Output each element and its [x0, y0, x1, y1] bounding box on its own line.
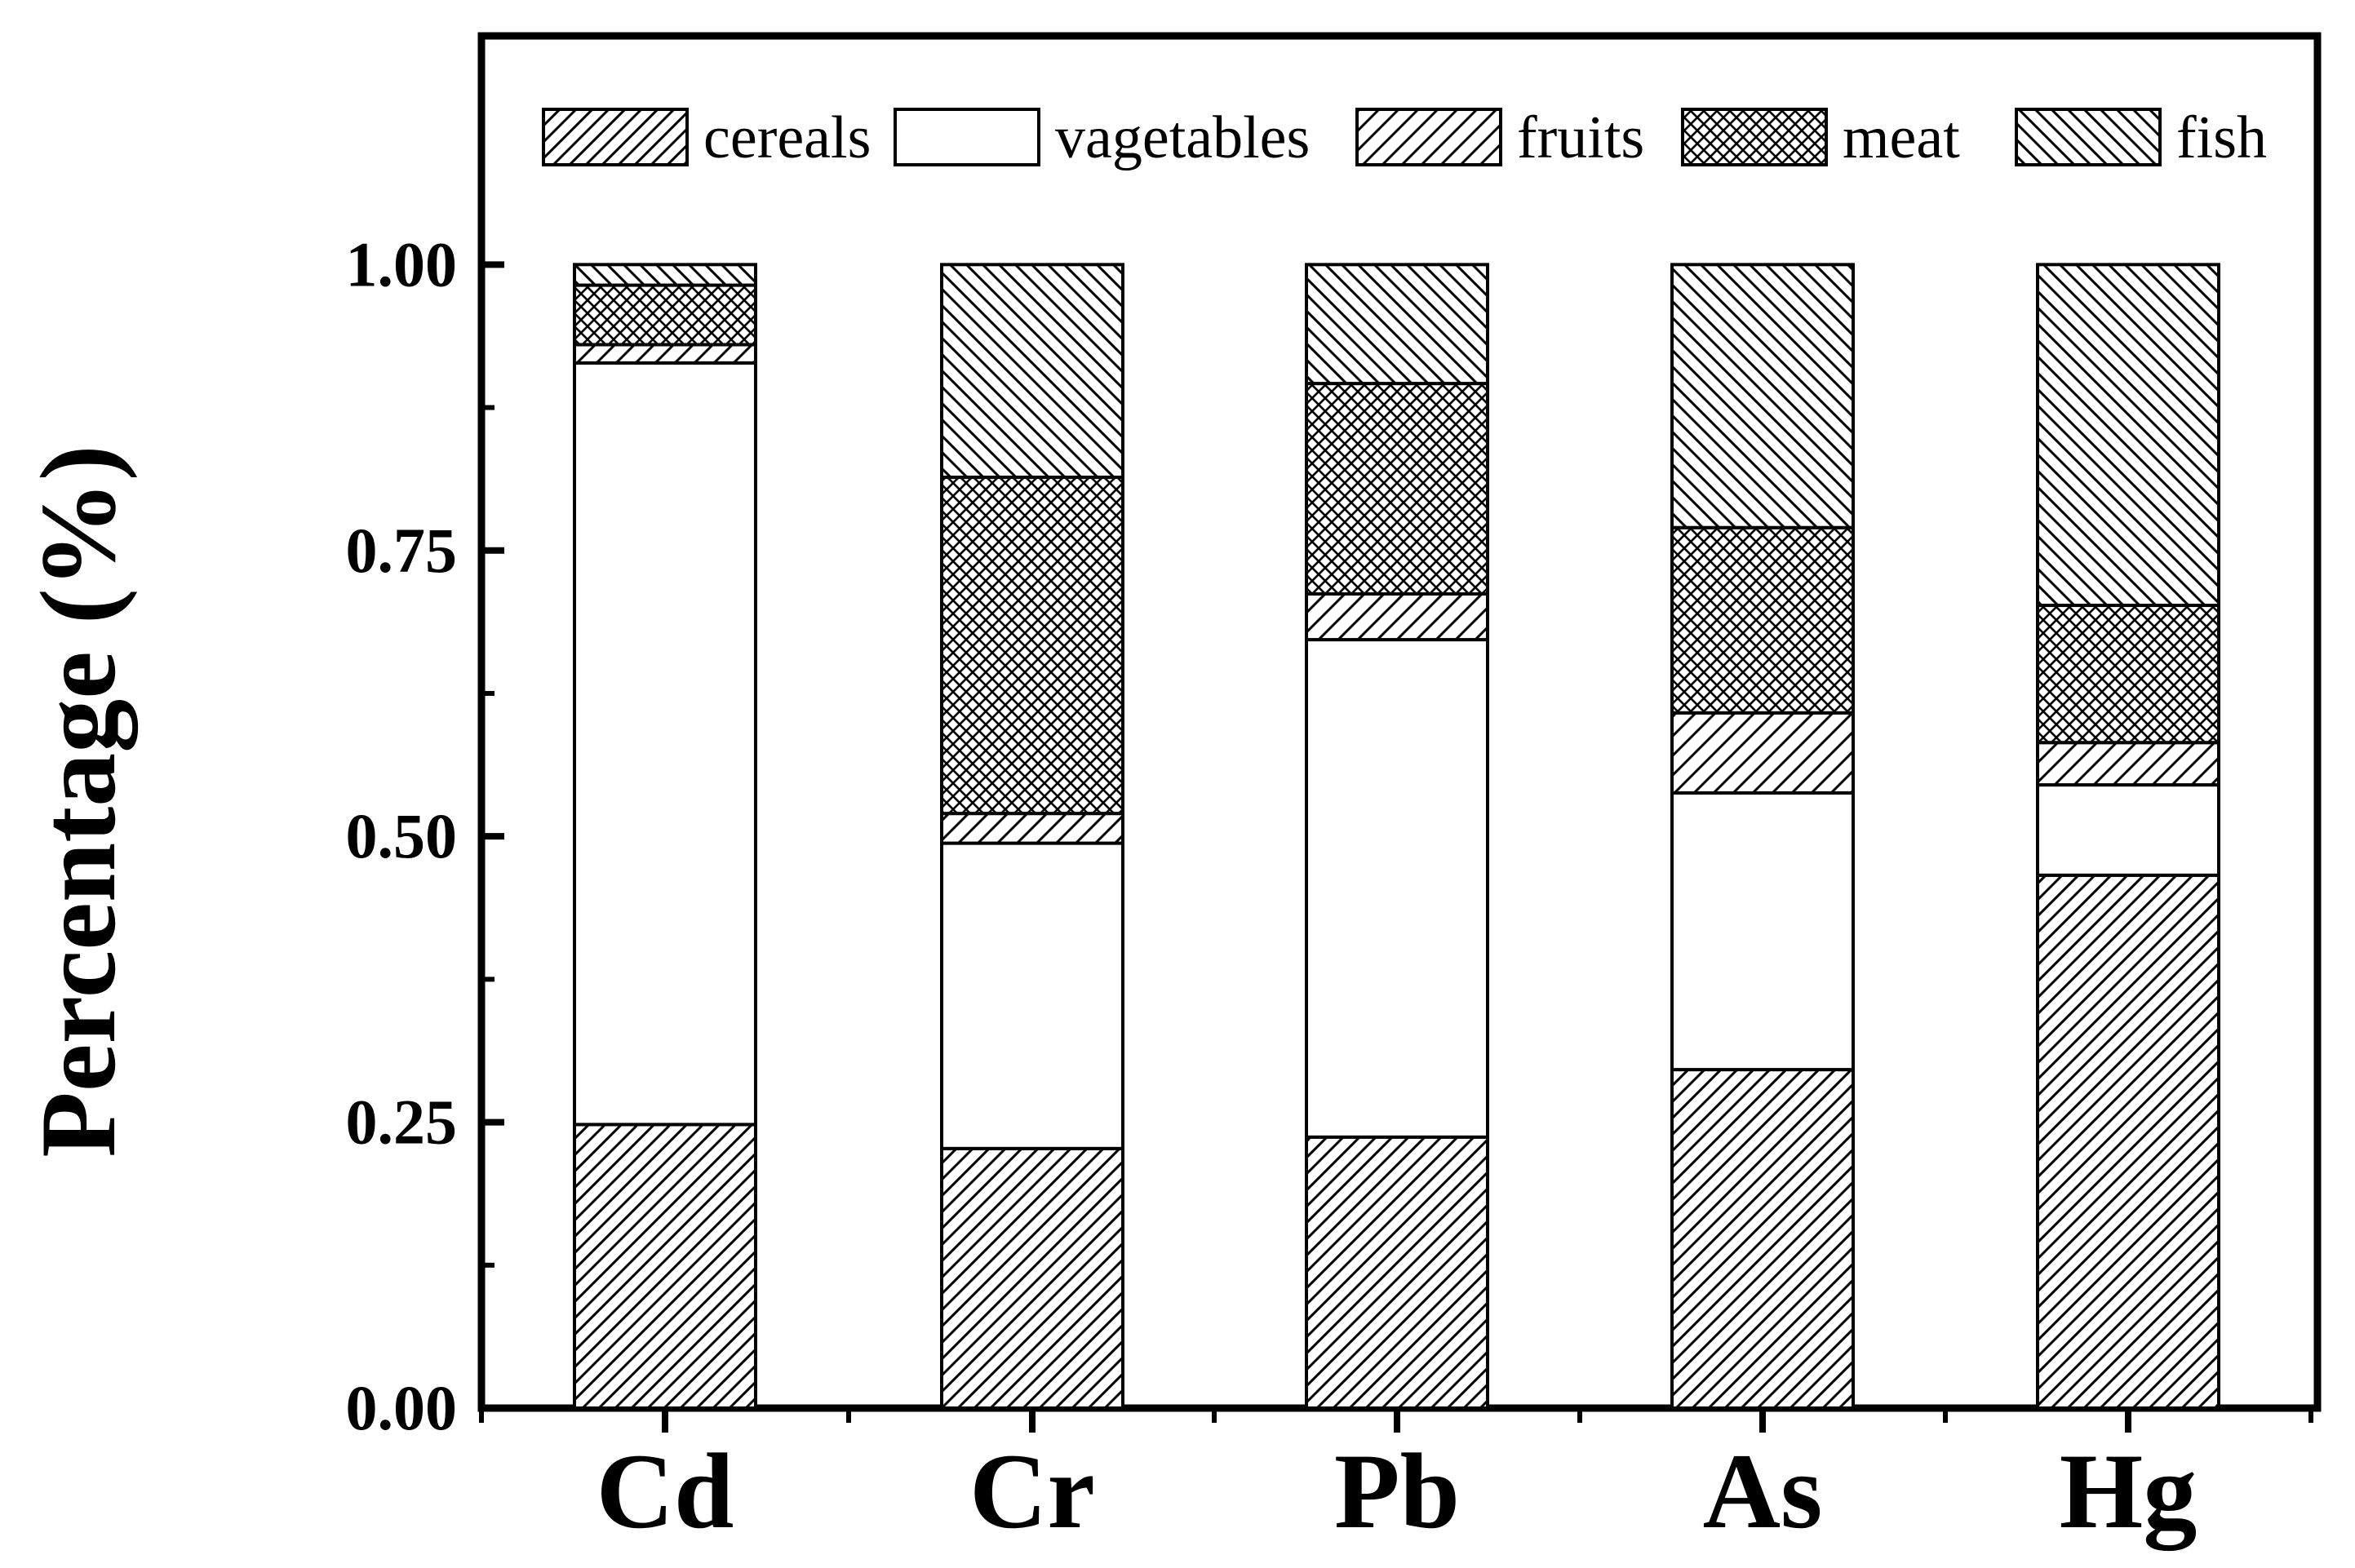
legend-label-meat: meat	[1843, 104, 1960, 171]
bar-segment-vagetables-Cd	[573, 361, 757, 1127]
bar-segment-fish-Cd	[573, 263, 757, 287]
bars-group	[573, 263, 2220, 1411]
bar-segment-fruits-As	[1670, 711, 1855, 795]
bar-segment-meat-Cd	[573, 283, 757, 347]
y-axis: 0.00 0.25 0.50 0.75 1.00	[346, 228, 504, 1443]
bar-segment-fish-Cr	[940, 263, 1124, 480]
bar-segment-vagetables-Hg	[2036, 783, 2220, 877]
bar-segment-meat-As	[1670, 525, 1855, 715]
bar-segment-meat-Cr	[940, 476, 1124, 816]
bar-segment-fruits-Hg	[2036, 741, 2220, 787]
legend-label-fish: fish	[2176, 104, 2267, 171]
bar-segment-fish-Pb	[1305, 263, 1489, 386]
y-axis-title: Percentage (%)	[18, 445, 138, 1157]
bar-segment-vagetables-As	[1670, 791, 1855, 1072]
bar-segment-fruits-Cr	[940, 812, 1124, 845]
y-tick-label: 0.75	[346, 515, 458, 586]
y-tick-label: 0.00	[346, 1372, 458, 1443]
legend-swatch-meat	[1681, 108, 1828, 166]
bar-segment-fruits-Cd	[573, 343, 757, 365]
bar-segment-meat-Pb	[1305, 382, 1489, 596]
legend-swatch-fruits	[1355, 108, 1502, 166]
x-axis: Cd Cr Pb As Hg	[479, 1408, 2313, 1551]
bar-segment-vagetables-Pb	[1305, 638, 1489, 1139]
bar-segment-fish-Hg	[2036, 263, 2220, 608]
legend-label-cereals: cereals	[703, 104, 871, 171]
y-tick-label: 1.00	[346, 228, 458, 299]
bar-segment-cereals-Cr	[940, 1146, 1124, 1410]
legend-swatch-cereals	[542, 108, 689, 166]
x-tick-label: Cr	[969, 1431, 1095, 1551]
legend-label-fruits: fruits	[1517, 104, 1644, 171]
y-tick-label: 0.25	[346, 1087, 458, 1158]
legend-swatch-fish	[2015, 108, 2162, 166]
legend-label-vagetables: vagetables	[1055, 104, 1310, 171]
bar-segment-fish-As	[1670, 263, 1855, 529]
bar-segment-cereals-As	[1670, 1068, 1855, 1411]
y-tick-label: 0.50	[346, 800, 458, 871]
legend: cereals vagetables fruits meat fish	[542, 104, 2267, 171]
legend-swatch-vagetables	[894, 108, 1040, 166]
x-tick-label: Pb	[1334, 1431, 1460, 1551]
bar-segment-meat-Hg	[2036, 604, 2220, 745]
bar-segment-cereals-Hg	[2036, 873, 2220, 1411]
x-tick-label: As	[1703, 1431, 1823, 1551]
bar-segment-fruits-Pb	[1305, 592, 1489, 642]
bar-segment-cereals-Cd	[573, 1123, 757, 1411]
x-tick-label: Hg	[2060, 1431, 2198, 1551]
x-tick-label: Cd	[597, 1431, 734, 1551]
bar-segment-vagetables-Cr	[940, 841, 1124, 1150]
bar-segment-cereals-Pb	[1305, 1135, 1489, 1411]
